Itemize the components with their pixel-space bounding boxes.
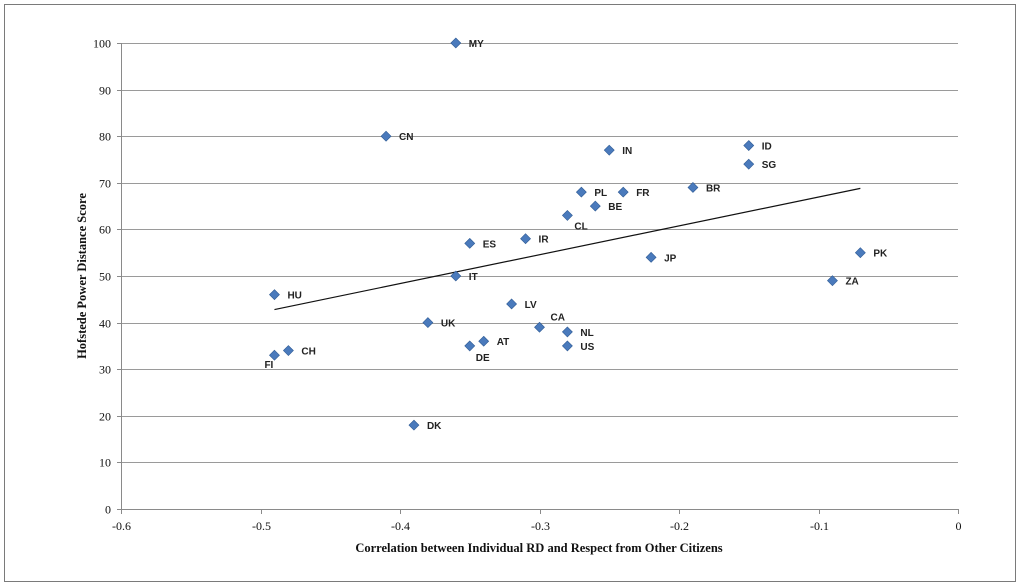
data-point-fr [617,186,629,198]
point-label-my: MY [469,39,484,50]
data-point-dk [408,419,420,431]
y-tick-label: 100 [93,37,111,51]
x-axis-title: Correlation between Individual RD and Re… [355,541,722,555]
point-label-pk: PK [873,249,888,260]
data-point-lv [506,298,518,310]
trendline-layer [274,187,861,311]
data-point-es [464,237,476,249]
data-point-at [478,335,490,347]
point-label-fr: FR [636,188,650,199]
point-label-nl: NL [580,328,593,339]
data-point-nl [561,326,573,338]
point-label-br: BR [706,183,721,194]
chart-frame [4,4,1016,582]
x-tick-label: 0 [956,519,962,533]
point-label-fi: FI [264,360,273,371]
point-label-za: ZA [845,277,858,288]
data-point-br [687,182,699,193]
point-label-dk: DK [427,421,442,432]
point-label-cl: CL [574,221,587,232]
point-label-it: IT [469,272,478,283]
y-tick-label: 80 [99,130,111,144]
data-point-za [827,275,838,287]
point-label-ir: IR [539,235,550,246]
point-label-in: IN [622,146,632,157]
y-tick-label: 60 [99,223,111,237]
data-point-it [450,270,462,282]
x-tick-label: -0.3 [531,519,550,533]
y-tick-label: 0 [105,503,111,517]
point-label-id: ID [762,142,772,153]
point-label-at: AT [497,337,510,348]
labels-layer: MY CN IN ID SG PL FR BR BE CL ES IR JP PK ZA IT HU LV UK CA… [264,39,888,432]
data-point-cl [561,209,573,221]
x-tick-label: -0.6 [112,519,131,533]
x-tick-label: -0.2 [670,519,689,533]
point-label-pl: PL [594,188,607,199]
data-point-uk [422,317,434,329]
data-point-id [743,140,755,151]
data-point-in [603,144,615,156]
y-tick-label: 40 [99,317,111,331]
y-tick-label: 20 [99,410,111,424]
points-layer [269,37,866,431]
data-point-ir [520,233,531,245]
data-point-jp [645,251,657,263]
point-label-sg: SG [762,160,777,171]
point-label-hu: HU [287,291,301,302]
point-label-uk: UK [441,319,456,330]
data-point-fi [269,349,280,361]
point-label-jp: JP [664,253,677,264]
data-point-ch [282,345,294,356]
y-axis-title: Hofstede Power Distance Score [75,193,89,359]
data-point-be [589,200,601,212]
grid-layer [121,43,958,463]
point-label-es: ES [483,239,497,250]
x-tick-label: -0.5 [252,519,271,533]
y-tick-label: 70 [99,177,111,191]
axes-layer: 0 10 20 30 40 50 60 70 80 90 100 -0.6 -0.5 -0.4 -0.3 -0… [93,37,962,534]
point-label-lv: LV [525,300,537,311]
data-point-my [450,37,462,49]
point-label-ca: CA [551,312,565,323]
y-tick-label: 90 [99,84,111,98]
y-tick-label: 10 [99,456,111,470]
data-point-hu [269,289,280,301]
data-point-ca [534,321,545,333]
point-label-be: BE [608,202,622,213]
data-point-cn [380,130,392,142]
linear-trendline [274,187,861,311]
x-tick-label: -0.1 [810,519,829,533]
data-point-de [464,340,476,352]
data-point-pk [854,247,866,259]
x-tick-label: -0.4 [391,519,410,533]
data-point-us [561,340,573,352]
data-point-sg [743,158,755,170]
y-tick-label: 50 [99,270,111,284]
y-tick-label: 30 [99,363,111,377]
point-label-de: DE [476,353,490,364]
data-point-pl [575,186,587,198]
point-label-us: US [580,342,594,353]
point-label-ch: CH [301,347,315,358]
point-label-cn: CN [399,132,413,143]
